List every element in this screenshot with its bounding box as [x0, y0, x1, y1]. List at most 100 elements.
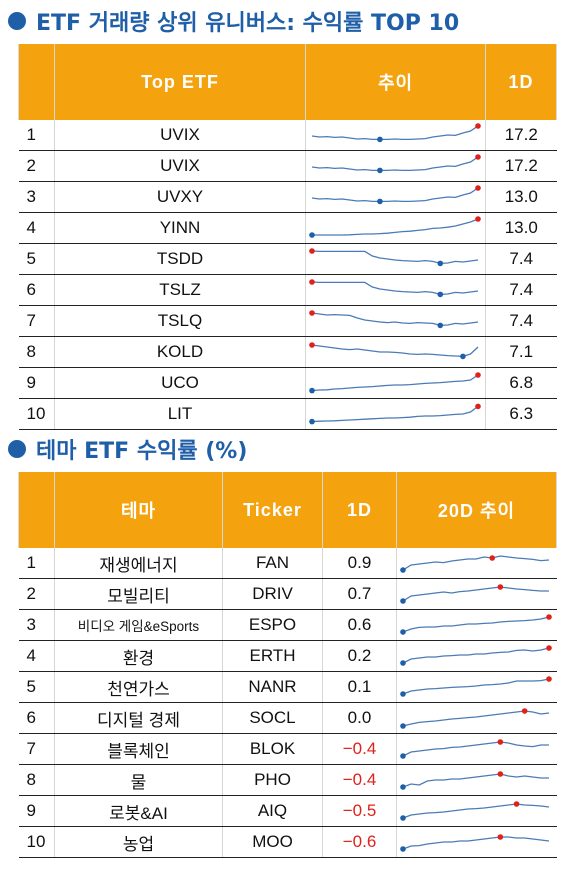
rank-cell: 7: [18, 733, 55, 765]
trend-20d-cell: [396, 733, 557, 765]
sparkline-min-marker: [377, 136, 383, 143]
sparkline-min-marker: [437, 322, 444, 329]
table-row: 10 LIT 6.3: [18, 398, 557, 430]
return-1d-cell: 7.1: [485, 336, 557, 368]
rank-cell: 3: [18, 181, 55, 213]
header-trend: 추이: [305, 44, 486, 120]
sparkline-max-marker: [497, 584, 504, 590]
etf-name-cell: YINN: [54, 212, 306, 244]
theme-etf-table: 테마 Ticker 1D 20D 추이 1 재생에너지 FAN 0.9 2 모빌리티 DRI…: [18, 472, 557, 858]
table-row: 5 TSDD 7.4: [18, 243, 557, 275]
trend-cell: [305, 181, 486, 213]
return-1d-cell: 13.0: [485, 212, 557, 244]
table-row: 5 천연가스 NANR 0.1: [18, 671, 557, 703]
etf-name-cell: TSLQ: [54, 305, 306, 337]
sparkline: [311, 123, 481, 143]
sparkline-max-marker: [489, 555, 496, 561]
sparkline: [309, 310, 479, 329]
sparkline: [400, 801, 550, 821]
return-1d-cell: 7.4: [485, 274, 557, 306]
ticker-cell: AIQ: [222, 795, 323, 827]
sparkline: [400, 739, 549, 759]
sparkline-min-marker: [400, 784, 406, 790]
sparkline-max-marker: [475, 154, 481, 160]
table-row: 9 UCO 6.8: [18, 367, 557, 399]
sparkline-max-marker: [475, 372, 481, 378]
section2-title: 테마 ETF 수익률 (%): [8, 432, 247, 466]
rank-cell: 4: [18, 640, 55, 672]
ticker-cell: SOCL: [222, 702, 323, 734]
table-header-row: Top ETF 추이 1D: [18, 44, 557, 120]
return-1d-cell: 0.6: [322, 609, 397, 641]
return-1d-cell: 0.0: [322, 702, 397, 734]
trend-cell: [305, 398, 486, 430]
rank-cell: 9: [18, 367, 55, 399]
sparkline-max-marker: [475, 185, 481, 191]
sparkline-max-marker: [309, 310, 315, 316]
sparkline-max-marker: [309, 248, 315, 254]
trend-cell: [305, 274, 486, 306]
sparkline-min-marker: [437, 291, 444, 298]
rank-cell: 10: [18, 826, 55, 858]
return-1d-cell: −0.4: [322, 733, 397, 765]
return-1d-cell: 17.2: [485, 120, 557, 151]
sparkline: [309, 372, 481, 394]
sparkline-min-marker: [400, 723, 406, 729]
sparkline-min-marker: [460, 353, 466, 360]
ticker-cell: ERTH: [222, 640, 323, 672]
sparkline-max-marker: [309, 279, 315, 285]
sparkline-min-marker: [400, 567, 406, 573]
section2-title-text: 테마 ETF 수익률 (%): [36, 439, 248, 464]
table-row: 1 UVIX 17.2: [18, 120, 557, 151]
trend-cell: [305, 150, 486, 182]
trend-cell: [305, 243, 486, 275]
return-1d-cell: 0.2: [322, 640, 397, 672]
trend-cell: [305, 367, 486, 399]
table-row: 4 YINN 13.0: [18, 212, 557, 244]
ticker-cell: BLOK: [222, 733, 323, 765]
return-1d-cell: −0.5: [322, 795, 397, 827]
sparkline-line: [402, 555, 550, 571]
table-header-row: 테마 Ticker 1D 20D 추이: [18, 472, 557, 548]
top-etf-table: Top ETF 추이 1D 1 UVIX 17.2 2 UVIX 17.2 3 UVXY 13.…: [18, 44, 557, 430]
sparkline-max-marker: [475, 123, 481, 129]
sparkline-max-marker: [546, 645, 552, 651]
sparkline-min-marker: [400, 815, 406, 821]
sparkline-min-marker: [309, 387, 315, 394]
return-1d-cell: 7.4: [485, 305, 557, 337]
header-20d-trend: 20D 추이: [396, 472, 557, 548]
sparkline-line: [311, 156, 479, 172]
sparkline-max-marker: [513, 801, 520, 807]
sparkline-min-marker: [437, 260, 444, 267]
etf-name-cell: UVIX: [54, 120, 306, 151]
return-1d-cell: 0.1: [322, 671, 397, 703]
table-row: 3 UVXY 13.0: [18, 181, 557, 213]
section1-title: ETF 거래량 상위 유니버스: 수익률 TOP 10: [8, 4, 459, 38]
sparkline-max-marker: [546, 614, 552, 620]
bullet-icon: [8, 12, 26, 30]
sparkline-line: [402, 678, 550, 695]
return-1d-cell: 0.9: [322, 548, 397, 579]
return-1d-cell: 7.4: [485, 243, 557, 275]
sparkline-min-marker: [309, 418, 315, 425]
sparkline-min-marker: [400, 753, 406, 759]
rank-cell: 4: [18, 212, 55, 244]
sparkline-min-marker: [377, 198, 383, 205]
etf-name-cell: UCO: [54, 367, 306, 399]
sparkline-min-marker: [400, 660, 406, 666]
sparkline: [400, 614, 552, 635]
sparkline-line: [402, 773, 549, 788]
header-1d: 1D: [485, 44, 557, 120]
sparkline-max-marker: [475, 216, 481, 222]
rank-cell: 6: [18, 702, 55, 734]
sparkline-max-marker: [497, 771, 504, 777]
return-1d-cell: 13.0: [485, 181, 557, 213]
rank-cell: 2: [18, 578, 55, 610]
header-top-etf: Top ETF: [54, 44, 306, 120]
sparkline: [311, 154, 481, 174]
theme-cell: 농업: [54, 826, 223, 858]
sparkline-line: [402, 616, 550, 633]
trend-cell: [305, 305, 486, 337]
etf-name-cell: UVXY: [54, 181, 306, 213]
header-theme: 테마: [54, 472, 223, 548]
